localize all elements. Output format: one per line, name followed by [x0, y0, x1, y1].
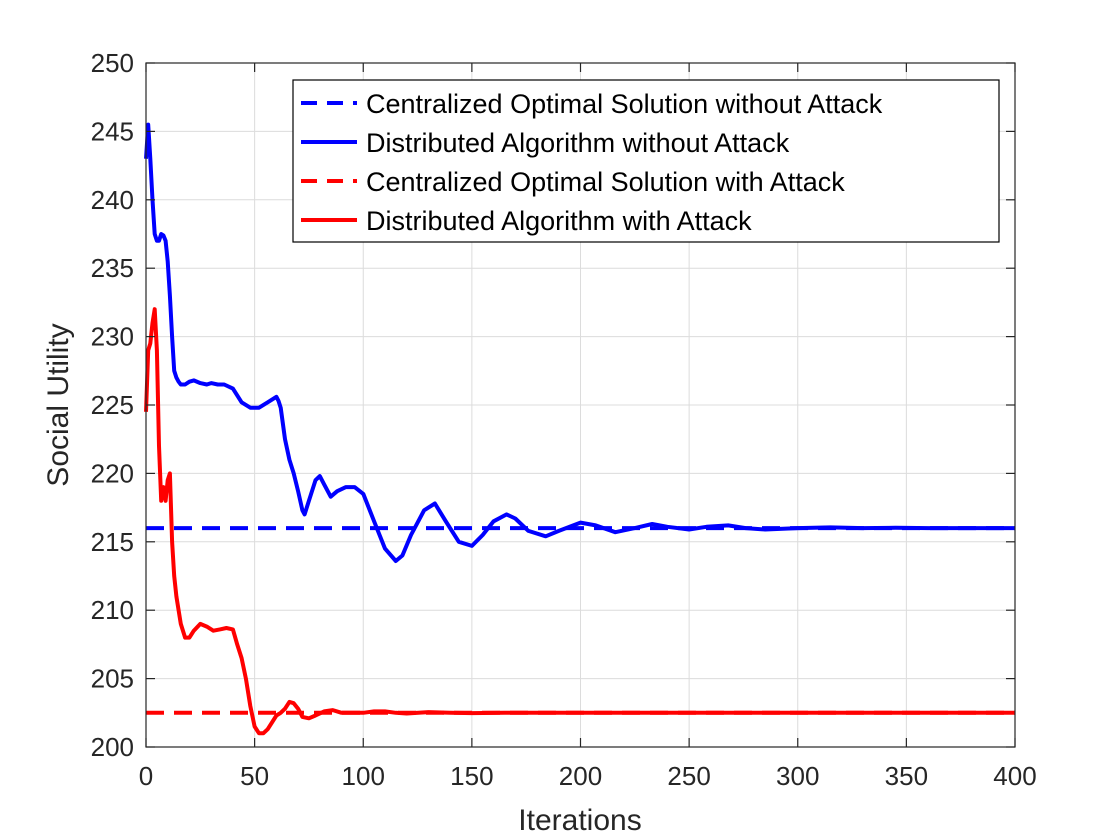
series-line-4	[144, 307, 1015, 736]
legend-label-1: Centralized Optimal Solution without Att…	[366, 89, 883, 119]
series-lines	[144, 122, 1015, 736]
x-tick-label: 50	[240, 761, 269, 791]
x-tick-label: 200	[559, 761, 602, 791]
y-tick-label: 205	[91, 664, 134, 694]
y-tick-label: 230	[91, 322, 134, 352]
tick-marks	[145, 62, 1016, 748]
x-tick-label: 150	[450, 761, 493, 791]
y-tick-label: 235	[91, 253, 134, 283]
legend-label-4: Distributed Algorithm with Attack	[366, 206, 752, 236]
x-tick-labels: 0 50 100 150 200 250 300 350 400	[139, 761, 1037, 791]
x-tick-label: 250	[667, 761, 710, 791]
y-tick-label: 220	[91, 458, 134, 488]
y-tick-label: 210	[91, 595, 134, 625]
legend-label-3: Centralized Optimal Solution with Attack	[366, 167, 845, 197]
x-tick-label: 400	[993, 761, 1036, 791]
x-axis-title: Iterations	[518, 804, 641, 837]
y-tick-label: 200	[91, 732, 134, 762]
legend-box	[292, 79, 1000, 243]
y-tick-label: 250	[91, 48, 134, 78]
y-tick-label: 225	[91, 390, 134, 420]
x-tick-label: 300	[776, 761, 819, 791]
legend: Centralized Optimal Solution without Att…	[292, 79, 1000, 243]
y-tick-label: 240	[91, 185, 134, 215]
x-tick-label: 100	[342, 761, 385, 791]
legend-label-2: Distributed Algorithm without Attack	[366, 128, 790, 158]
y-axis-title: Social Utility	[42, 323, 75, 486]
y-tick-labels: 200 205 210 215 220 225 230 235 240 245 250	[91, 48, 134, 762]
series-line-2	[144, 122, 1015, 563]
x-tick-label: 350	[885, 761, 928, 791]
x-tick-label: 0	[139, 761, 153, 791]
y-tick-label: 245	[91, 116, 134, 146]
y-tick-label: 215	[91, 527, 134, 557]
